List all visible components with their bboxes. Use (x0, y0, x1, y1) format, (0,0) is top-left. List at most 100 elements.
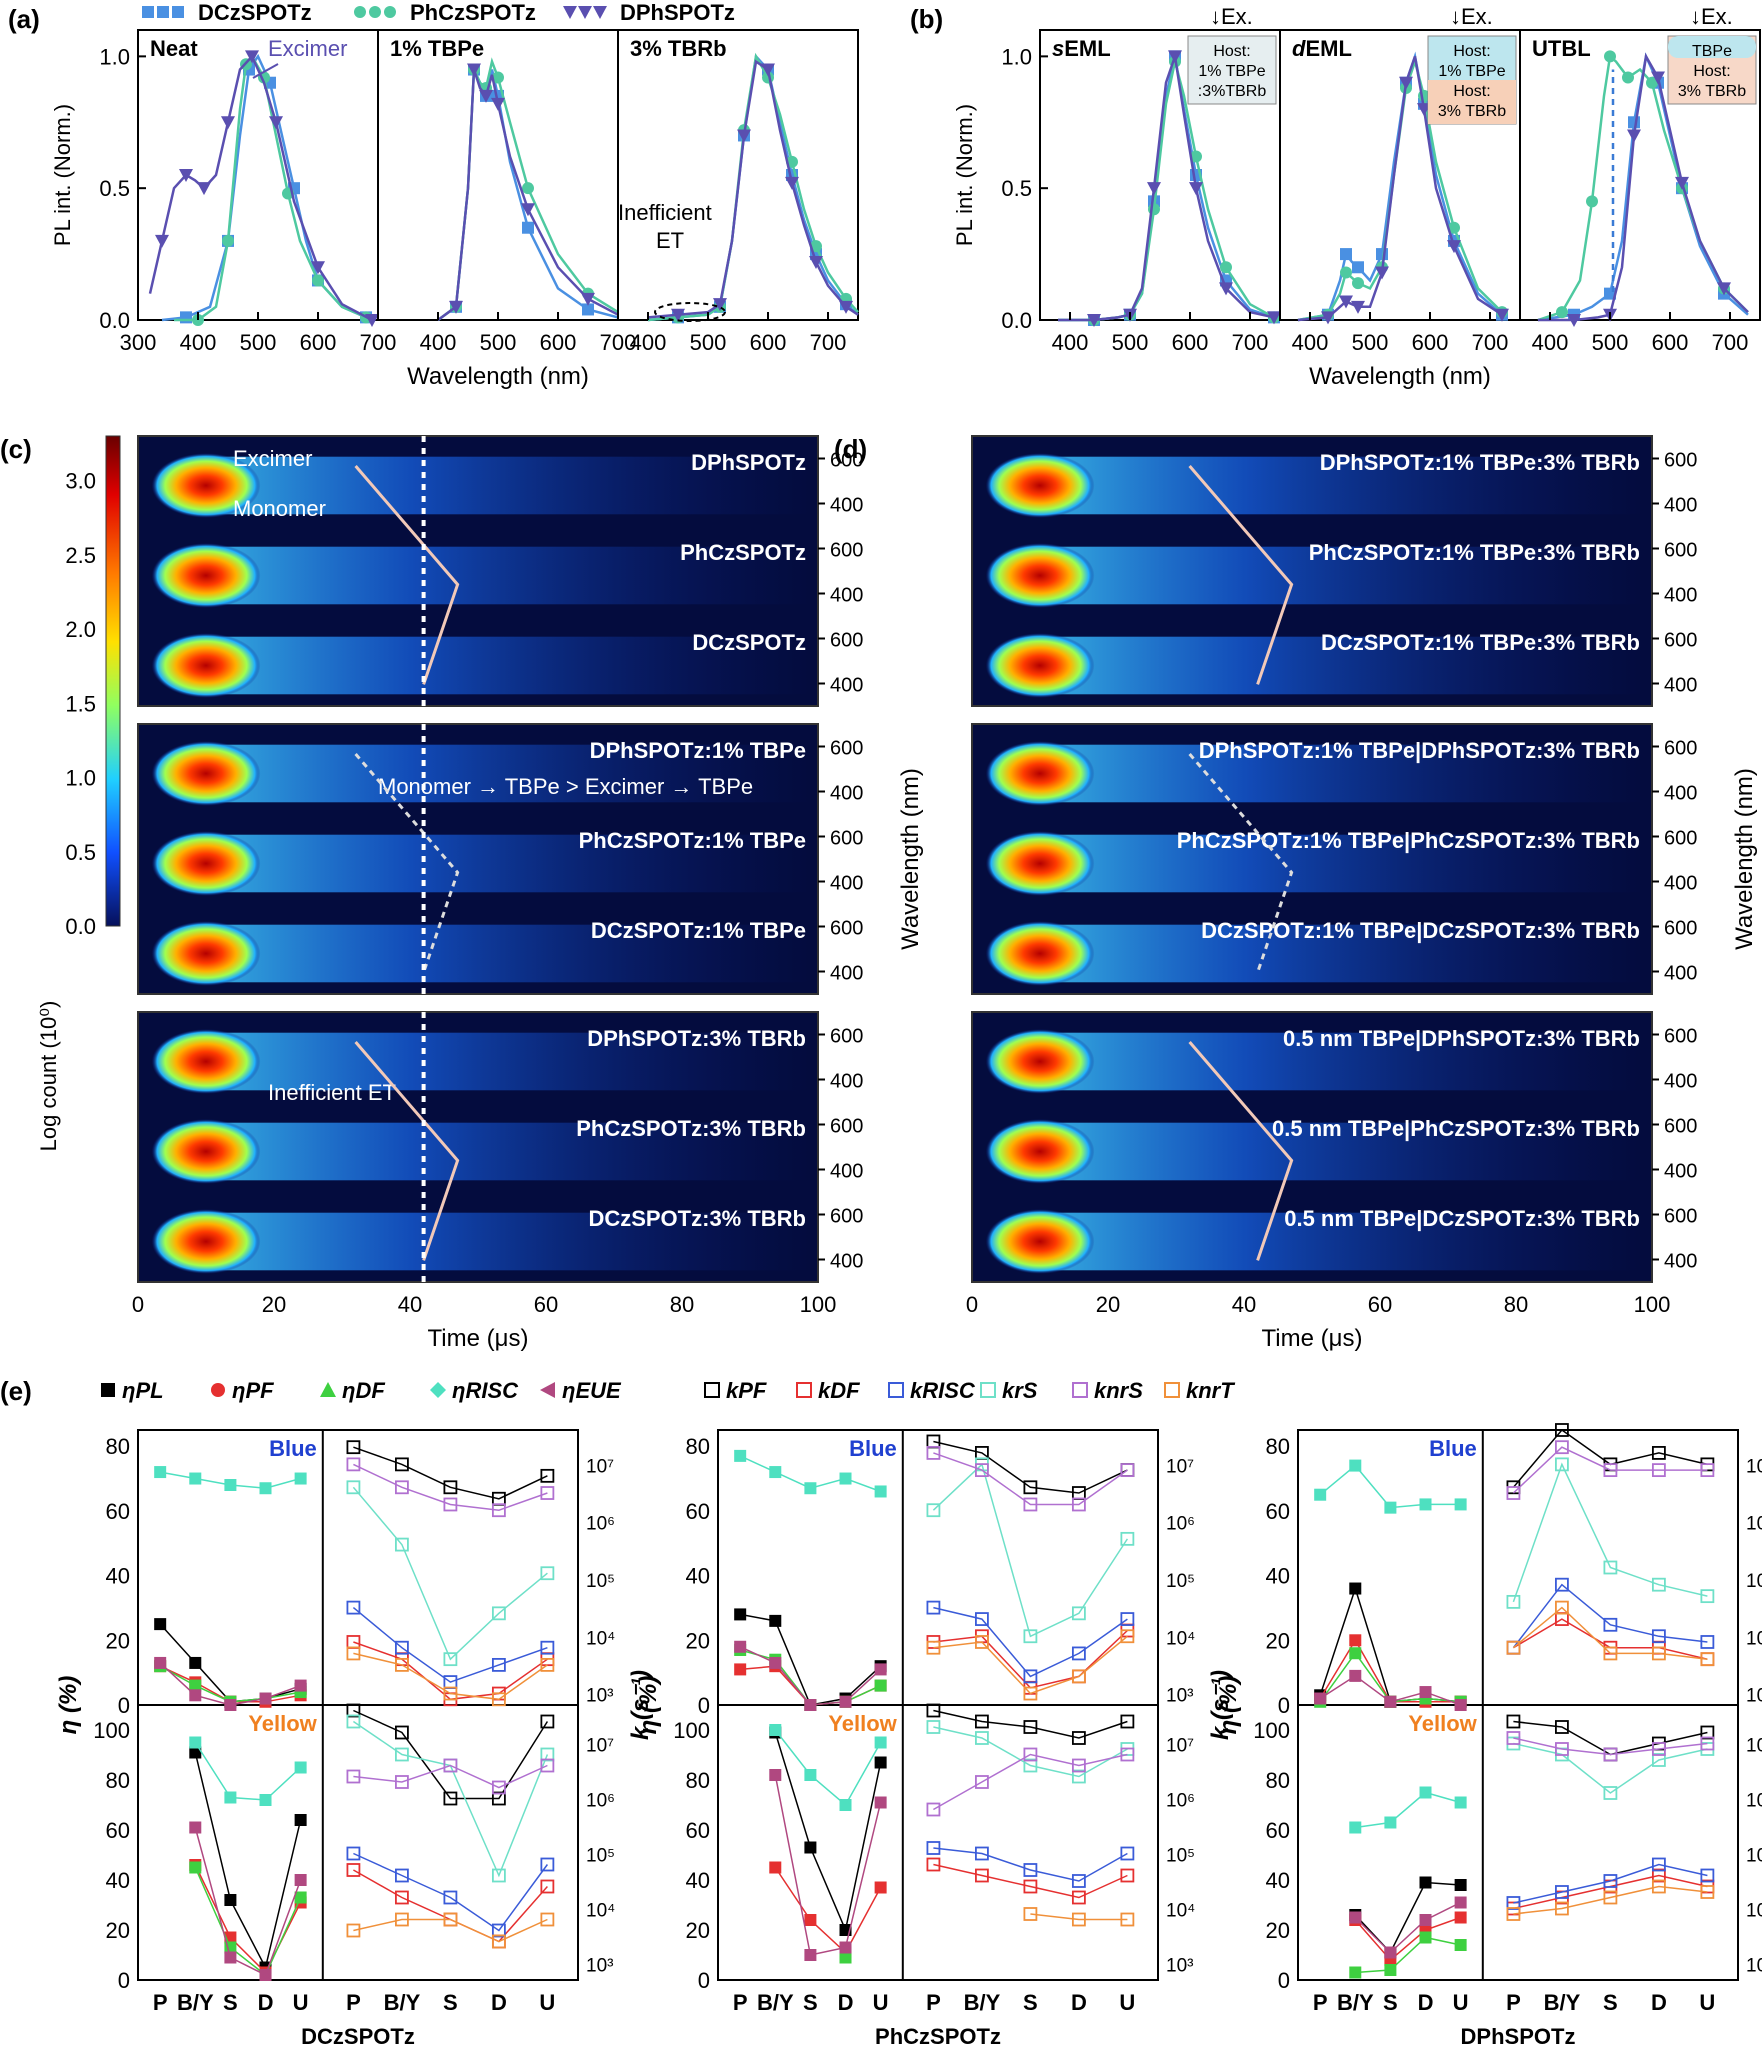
title-main: 1% TBPe (390, 36, 484, 61)
right-tick-label: 400 (830, 1251, 863, 1273)
decay-tail (1033, 456, 1646, 515)
eta-blue-trend (740, 1649, 881, 1706)
k-blue-point (540, 1566, 555, 1581)
eta-axis-label: η (%) (635, 1676, 662, 1735)
title-prefix: d (1292, 36, 1306, 61)
right-tick-label: 600 (1664, 828, 1697, 850)
eta-blue-point (804, 1699, 817, 1711)
x-tick-label: 600 (1652, 330, 1689, 355)
eta-blue-point (1349, 1634, 1362, 1647)
data-point (522, 221, 534, 234)
k-tick-label: 10⁴ (1746, 1628, 1762, 1649)
host-box-text: 3% TBRb (1438, 103, 1506, 120)
k-yellow-point (346, 1703, 361, 1718)
excitation-label: ↓Ex. (1690, 4, 1733, 29)
hot-spot (151, 1209, 261, 1274)
eta-tick-label: 80 (686, 1768, 710, 1793)
eta-blue-point (734, 1663, 747, 1676)
eta-blue-point (1314, 1692, 1327, 1705)
k-yellow-point (926, 1703, 941, 1718)
category-label: P (1506, 1990, 1521, 2015)
right-tick-label: 600 (830, 630, 863, 652)
k-yellow-point (346, 1863, 361, 1877)
eta-blue-point (294, 1679, 307, 1692)
right-tick-label: 400 (830, 495, 863, 517)
legend-marker (578, 6, 592, 19)
eta-blue-point (1454, 1498, 1467, 1511)
k-yellow-point (1023, 1747, 1038, 1762)
k-blue-point (1603, 1463, 1618, 1478)
category-label: U (1453, 1990, 1469, 2015)
x-tick-label: 60 (534, 1292, 558, 1317)
k-blue-point (1555, 1440, 1569, 1455)
data-point (1495, 308, 1509, 322)
k-yellow-point (1700, 1885, 1715, 1899)
x-tick-label: 40 (1232, 1292, 1256, 1317)
legend-marker (384, 6, 396, 18)
row-label: DPhSPOTz:1% TBPe (590, 738, 806, 763)
eta-blue-trend (1319, 1651, 1461, 1703)
k-blue-point (926, 1503, 941, 1518)
k-blue-point (443, 1686, 458, 1701)
k-blue-point (1023, 1669, 1038, 1684)
data-point (245, 50, 259, 64)
eta-blue-point (769, 1466, 782, 1479)
data-point (312, 274, 324, 287)
k-blue-point (1023, 1480, 1038, 1495)
k-yellow-point (395, 1725, 409, 1740)
category-label: D (491, 1990, 507, 2015)
eta-yellow-point (294, 1761, 307, 1774)
k-tick-label: 10³ (1166, 1956, 1193, 1977)
k-blue-point (346, 1440, 361, 1455)
eta-tick-label: 0 (698, 1968, 710, 1993)
k-yellow-trend (353, 1852, 549, 1932)
k-blue-point (491, 1657, 506, 1672)
k-yellow-trend (933, 1847, 1128, 1882)
row-label: DCzSPOTz:3% TBRb (588, 1206, 806, 1231)
k-yellow-trend (1513, 1742, 1708, 1794)
eta-tick-label: 60 (1266, 1499, 1290, 1524)
k-yellow-trend (353, 1709, 549, 1800)
eta-yellow-point (1349, 1821, 1362, 1834)
k-tick-label: 10⁷ (1166, 1736, 1194, 1757)
k-yellow-point (491, 1780, 506, 1795)
x-tick-label: 700 (600, 330, 637, 355)
title-main: UTBL (1532, 36, 1591, 61)
k-tick-label: 10⁴ (586, 1628, 615, 1649)
data-point (1168, 50, 1182, 64)
k-blue-point (395, 1457, 409, 1472)
eta-tick-label: 40 (686, 1868, 710, 1893)
right-tick-label: 600 (1664, 540, 1697, 562)
row-label-blue: Blue (269, 1436, 317, 1461)
data-point (1219, 282, 1233, 296)
colorbar-tick-label: 2.0 (65, 617, 96, 642)
data-point (155, 234, 169, 248)
category-label: B/Y (1544, 1990, 1581, 2015)
data-point (1717, 282, 1731, 296)
k-tick-label: 10⁵ (586, 1846, 615, 1867)
k-blue-point (491, 1692, 506, 1707)
k-blue-point (395, 1657, 409, 1672)
eta-tick-label: 20 (1266, 1628, 1290, 1653)
k-tick-label: 10⁵ (1746, 1846, 1762, 1867)
k-blue-trend (353, 1641, 548, 1701)
data-point (1340, 248, 1352, 261)
k-blue-trend (352, 1607, 548, 1683)
k-yellow-point (1651, 1742, 1666, 1756)
decay-tail (1033, 744, 1646, 803)
data-point (581, 292, 595, 306)
heatmap-annotation: Monomer (233, 496, 326, 521)
decay-tail (199, 546, 812, 605)
panel-label: (d) (834, 434, 867, 464)
category-label: S (223, 1990, 238, 2015)
eta-yellow-point (1454, 1939, 1467, 1951)
legend-label: ηPF (232, 1378, 274, 1403)
legend-label: ηRISC (452, 1378, 519, 1403)
data-point (1339, 295, 1353, 309)
k-blue-point (1651, 1629, 1666, 1644)
colorbar-tick-label: 0.0 (65, 914, 96, 939)
k-yellow-point (1555, 1901, 1569, 1916)
data-point (1651, 71, 1665, 85)
right-tick-label: 600 (1664, 450, 1697, 472)
k-yellow-trend (1513, 1863, 1708, 1904)
